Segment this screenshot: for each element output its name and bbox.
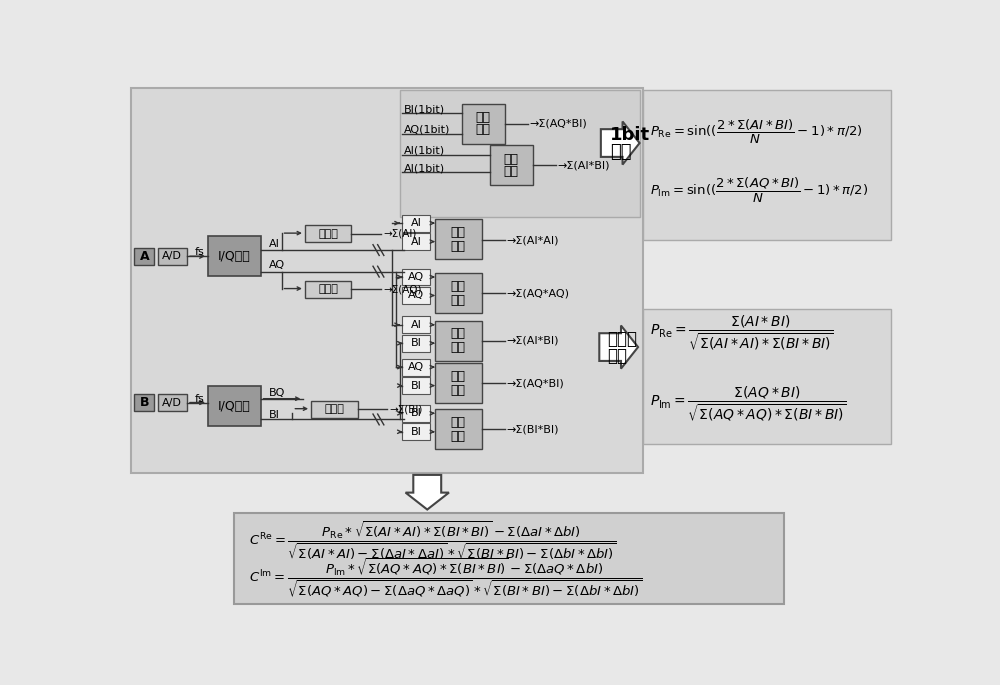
Text: 相关: 相关 xyxy=(610,142,632,160)
Text: BI: BI xyxy=(269,410,280,420)
Text: 加器: 加器 xyxy=(451,341,466,354)
Text: AI: AI xyxy=(411,320,422,329)
Text: I/Q变换: I/Q变换 xyxy=(218,400,251,413)
Text: →Σ(AQ): →Σ(AQ) xyxy=(383,284,422,295)
Bar xyxy=(643,90,891,240)
Text: A/D: A/D xyxy=(162,397,182,408)
Text: →Σ(AI*AI): →Σ(AI*AI) xyxy=(506,235,559,245)
Text: AQ: AQ xyxy=(408,272,424,282)
Text: 乘累: 乘累 xyxy=(451,279,466,292)
Text: 累加器: 累加器 xyxy=(318,229,338,239)
Bar xyxy=(435,363,482,403)
Text: AQ(1bit): AQ(1bit) xyxy=(404,125,450,135)
Text: AI(1bit): AI(1bit) xyxy=(404,164,445,173)
Text: AI: AI xyxy=(411,236,422,247)
Text: →Σ(AQ*BI): →Σ(AQ*BI) xyxy=(506,378,564,388)
Bar xyxy=(134,248,154,264)
Text: 加器: 加器 xyxy=(476,123,491,136)
Text: AI: AI xyxy=(269,239,280,249)
Text: 乘累: 乘累 xyxy=(451,226,466,239)
Text: 加器: 加器 xyxy=(451,384,466,397)
Text: AQ: AQ xyxy=(269,260,285,271)
Text: $P_{\rm Im}=\dfrac{\Sigma(AQ*BI)}{\sqrt{\Sigma(AQ*AQ)*\Sigma(BI*BI)}}$: $P_{\rm Im}=\dfrac{\Sigma(AQ*BI)}{\sqrt{… xyxy=(650,385,847,423)
Bar xyxy=(158,248,187,264)
Text: B: B xyxy=(140,396,149,409)
Bar xyxy=(402,359,430,375)
Bar xyxy=(400,90,640,217)
Polygon shape xyxy=(406,475,449,510)
Text: 乘累: 乘累 xyxy=(503,153,518,166)
Bar xyxy=(402,423,430,440)
Bar xyxy=(305,281,351,298)
Text: fs: fs xyxy=(195,394,205,403)
Bar xyxy=(643,310,891,444)
Bar xyxy=(402,405,430,422)
Bar xyxy=(305,225,351,242)
Bar xyxy=(131,88,643,473)
Bar xyxy=(402,287,430,304)
Bar xyxy=(402,233,430,250)
Text: BI: BI xyxy=(411,381,422,390)
Text: BI: BI xyxy=(411,338,422,348)
Text: 加器: 加器 xyxy=(451,240,466,253)
Bar xyxy=(402,377,430,394)
Text: $P_{\rm Re}=\dfrac{\Sigma(AI*BI)}{\sqrt{\Sigma(AI*AI)*\Sigma(BI*BI)}}$: $P_{\rm Re}=\dfrac{\Sigma(AI*BI)}{\sqrt{… xyxy=(650,313,834,351)
Bar xyxy=(435,273,482,313)
Text: $C^{\rm Re}=\dfrac{P_{\rm Re}*\sqrt{\Sigma(AI*AI)*\Sigma(BI*BI)}-\Sigma(\Delta a: $C^{\rm Re}=\dfrac{P_{\rm Re}*\sqrt{\Sig… xyxy=(249,519,617,562)
Text: 相关: 相关 xyxy=(607,347,627,364)
Text: 加器: 加器 xyxy=(503,165,518,178)
Text: 不截位: 不截位 xyxy=(607,329,637,347)
Text: 1bit: 1bit xyxy=(610,125,650,144)
Text: AI: AI xyxy=(411,218,422,228)
Text: 乘累: 乘累 xyxy=(451,327,466,340)
Bar xyxy=(134,394,154,411)
Bar xyxy=(208,236,261,276)
Text: 乘累: 乘累 xyxy=(476,111,491,124)
Bar xyxy=(402,316,430,333)
Text: →Σ(BI): →Σ(BI) xyxy=(389,404,423,414)
Text: →Σ(AI*BI): →Σ(AI*BI) xyxy=(557,160,610,171)
Text: $P_{\rm Im}=\sin((\dfrac{2*\Sigma(AQ*BI)}{N}-1)*\pi/2)$: $P_{\rm Im}=\sin((\dfrac{2*\Sigma(AQ*BI)… xyxy=(650,175,869,205)
Text: 加器: 加器 xyxy=(451,294,466,307)
Polygon shape xyxy=(601,121,640,164)
Bar xyxy=(402,335,430,351)
Text: 累加器: 累加器 xyxy=(318,284,338,295)
Text: BI: BI xyxy=(411,408,422,419)
Text: AQ: AQ xyxy=(408,362,424,372)
Text: $C^{\rm Im}=\dfrac{P_{\rm Im}*\sqrt{\Sigma(AQ*AQ)*\Sigma(BI*BI)}-\Sigma(\Delta a: $C^{\rm Im}=\dfrac{P_{\rm Im}*\sqrt{\Sig… xyxy=(249,558,642,601)
Text: →Σ(AI*BI): →Σ(AI*BI) xyxy=(506,336,559,346)
Bar xyxy=(462,103,505,144)
Text: A: A xyxy=(140,250,149,263)
Text: →Σ(BI*BI): →Σ(BI*BI) xyxy=(506,425,559,434)
Text: BI: BI xyxy=(411,427,422,437)
Text: 乘累: 乘累 xyxy=(451,416,466,429)
Bar xyxy=(435,321,482,361)
Text: fs: fs xyxy=(195,247,205,258)
Text: AQ: AQ xyxy=(408,290,424,301)
Bar xyxy=(402,269,430,286)
Text: 加器: 加器 xyxy=(451,430,466,443)
Text: 累加器: 累加器 xyxy=(324,404,344,414)
Text: BI(1bit): BI(1bit) xyxy=(404,104,445,114)
Text: →Σ(AI): →Σ(AI) xyxy=(383,229,416,239)
Bar xyxy=(402,214,430,232)
Polygon shape xyxy=(599,325,638,369)
Text: BQ: BQ xyxy=(269,388,286,397)
Bar xyxy=(435,219,482,260)
Text: →Σ(AQ*AQ): →Σ(AQ*AQ) xyxy=(506,288,569,298)
Text: AI(1bit): AI(1bit) xyxy=(404,146,445,155)
Bar xyxy=(490,145,533,186)
Text: A/D: A/D xyxy=(162,251,182,261)
Bar xyxy=(311,401,358,418)
Bar xyxy=(435,410,482,449)
Bar xyxy=(208,386,261,426)
Text: 乘累: 乘累 xyxy=(451,370,466,383)
Bar xyxy=(234,513,784,604)
Text: $P_{\rm Re}=\sin((\dfrac{2*\Sigma(AI*BI)}{N}-1)*\pi/2)$: $P_{\rm Re}=\sin((\dfrac{2*\Sigma(AI*BI)… xyxy=(650,119,863,147)
Bar xyxy=(158,394,187,411)
Text: I/Q变换: I/Q变换 xyxy=(218,250,251,263)
Text: →Σ(AQ*BI): →Σ(AQ*BI) xyxy=(530,119,587,129)
